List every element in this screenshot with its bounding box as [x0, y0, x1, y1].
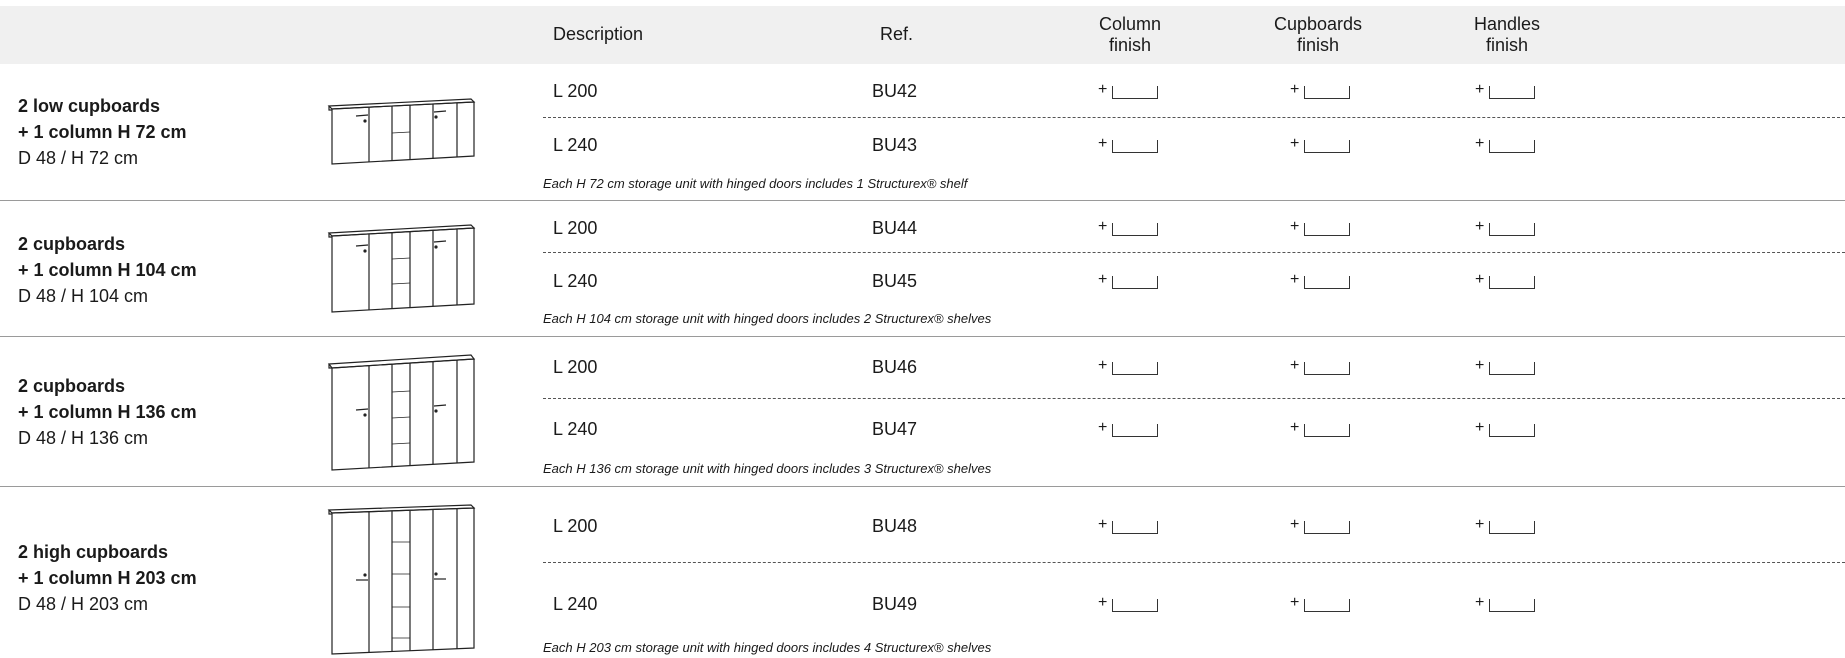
handles-finish-field[interactable]: +	[1475, 218, 1541, 238]
row-description: L 240	[553, 594, 598, 614]
section-title: 2 low cupboards + 1 column H 72 cm D 48 …	[18, 96, 187, 168]
section-title: 2 high cupboards + 1 column H 203 cm D 4…	[18, 542, 197, 614]
cabinet-72-image	[327, 98, 476, 165]
handles-finish-field[interactable]: +	[1475, 135, 1541, 155]
handles-finish-field[interactable]: +	[1475, 81, 1541, 101]
column-finish-field[interactable]: +	[1098, 271, 1164, 291]
row-divider	[543, 398, 1845, 399]
handles-finish-field[interactable]: +	[1475, 594, 1541, 614]
section-note: Each H 136 cm storage unit with hinged d…	[543, 461, 992, 476]
cupboards-finish-field[interactable]: +	[1290, 218, 1356, 238]
section-divider	[0, 336, 1845, 337]
header-cupboards-finish: Cupboards finish	[1273, 14, 1363, 55]
cabinet-104-image	[327, 224, 476, 313]
handles-finish-field[interactable]: +	[1475, 357, 1541, 377]
handles-finish-field[interactable]: +	[1475, 516, 1541, 536]
section-note: Each H 72 cm storage unit with hinged do…	[543, 176, 968, 191]
section-title: 2 cupboards + 1 column H 104 cm D 48 / H…	[18, 234, 197, 306]
row-divider	[543, 562, 1845, 563]
header-description: Description	[553, 24, 644, 44]
row-ref: BU44	[872, 218, 918, 238]
table-header: Description Ref. Column finish Cupboards…	[0, 6, 1845, 64]
cupboards-finish-field[interactable]: +	[1290, 419, 1356, 439]
column-finish-field[interactable]: +	[1098, 357, 1164, 377]
section-title: 2 cupboards + 1 column H 136 cm D 48 / H…	[18, 376, 197, 448]
column-finish-field[interactable]: +	[1098, 81, 1164, 101]
row-description: L 240	[553, 135, 598, 155]
row-ref: BU45	[872, 271, 918, 291]
row-divider	[543, 252, 1845, 253]
column-finish-field[interactable]: +	[1098, 594, 1164, 614]
cupboards-finish-field[interactable]: +	[1290, 135, 1356, 155]
row-ref: BU48	[872, 516, 918, 536]
section-note: Each H 104 cm storage unit with hinged d…	[543, 311, 992, 326]
row-ref: BU42	[872, 81, 918, 101]
row-description: L 200	[553, 218, 598, 238]
row-description: L 240	[553, 271, 598, 291]
handles-finish-field[interactable]: +	[1475, 271, 1541, 291]
section-divider	[0, 486, 1845, 487]
cupboards-finish-field[interactable]: +	[1290, 81, 1356, 101]
column-finish-field[interactable]: +	[1098, 419, 1164, 439]
row-ref: BU43	[872, 135, 918, 155]
cabinet-203-image	[327, 504, 476, 655]
row-description: L 240	[553, 419, 598, 439]
column-finish-field[interactable]: +	[1098, 218, 1164, 238]
header-handles-finish: Handles finish	[1473, 14, 1541, 55]
row-ref: BU47	[872, 419, 918, 439]
header-column-finish: Column finish	[1098, 14, 1162, 55]
cupboards-finish-field[interactable]: +	[1290, 516, 1356, 536]
row-ref: BU46	[872, 357, 918, 377]
cupboards-finish-field[interactable]: +	[1290, 271, 1356, 291]
column-finish-field[interactable]: +	[1098, 516, 1164, 536]
section-divider	[0, 200, 1845, 201]
cupboards-finish-field[interactable]: +	[1290, 594, 1356, 614]
row-description: L 200	[553, 516, 598, 536]
row-description: L 200	[553, 357, 598, 377]
section-note: Each H 203 cm storage unit with hinged d…	[543, 640, 992, 655]
header-ref: Ref.	[880, 24, 914, 44]
column-finish-field[interactable]: +	[1098, 135, 1164, 155]
row-description: L 200	[553, 81, 598, 101]
row-ref: BU49	[872, 594, 918, 614]
handles-finish-field[interactable]: +	[1475, 419, 1541, 439]
cabinet-136-image	[327, 354, 476, 471]
row-divider	[543, 117, 1845, 118]
cupboards-finish-field[interactable]: +	[1290, 357, 1356, 377]
